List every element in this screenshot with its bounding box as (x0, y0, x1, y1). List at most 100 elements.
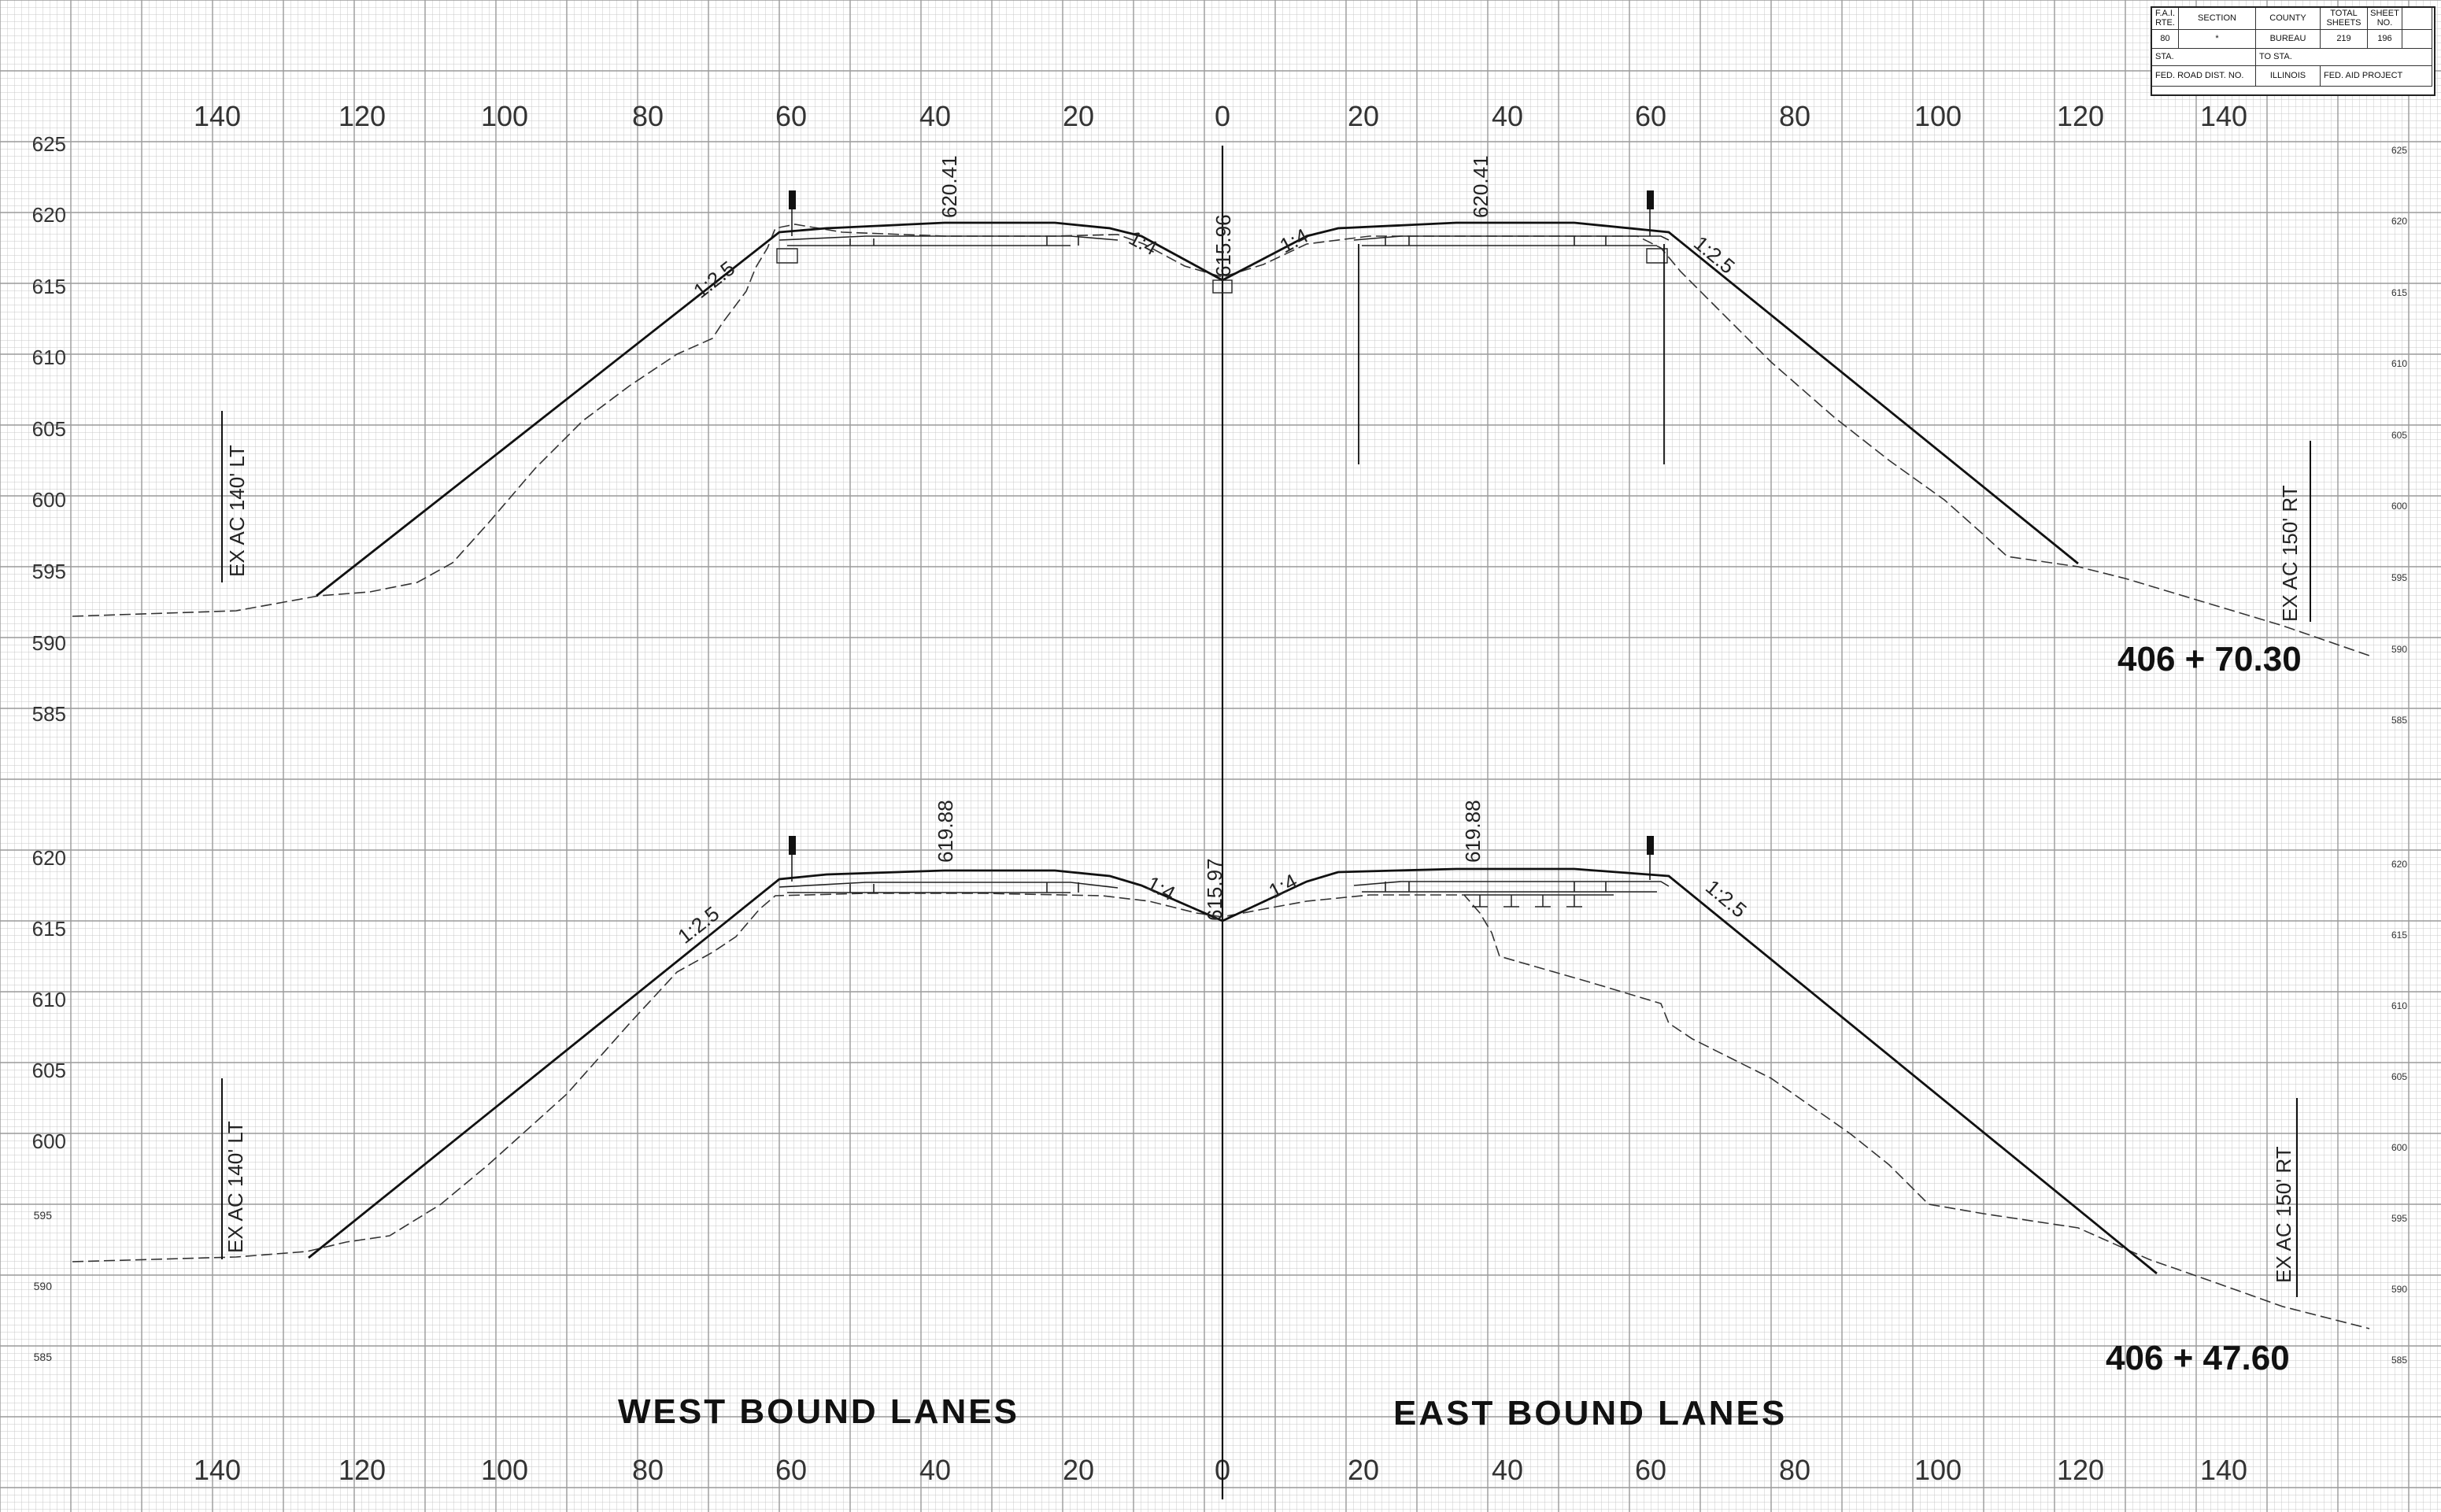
bottom-station-label: 406 + 47.60 (2106, 1339, 2290, 1377)
top-elevation-tick: 625 (32, 132, 66, 156)
bottom-elevation-tick: 590 (34, 1280, 53, 1292)
bottom-offset-tick: 80 (1779, 1454, 1810, 1486)
to-sta-field: TO STA. (2256, 49, 2432, 66)
bottom-right-elevation-tick: 620 (2391, 859, 2407, 870)
bottom-offset-tick: 140 (194, 1454, 241, 1486)
westbound-lanes-label: WEST BOUND LANES (618, 1392, 1019, 1431)
bottom-right-elevation-tick: 605 (2391, 1071, 2407, 1082)
top-right-elevation-tick: 585 (2391, 715, 2407, 726)
top-offset-tick: 20 (1063, 100, 1094, 132)
bottom-proposed-section (308, 867, 2158, 1275)
top-offset-tick: 60 (775, 100, 807, 132)
top-right-limit-label: EX AC 150' RT (2278, 485, 2302, 622)
total-sheets-header: TOTAL SHEETS (2321, 8, 2368, 30)
top-offset-tick: 140 (2200, 100, 2247, 132)
top-right-edge-box (1646, 248, 1668, 264)
bottom-elevation-tick: 610 (32, 988, 66, 1011)
bottom-elevation-tick: 585 (34, 1351, 53, 1363)
top-offset-tick: 100 (481, 100, 528, 132)
bottom-left-shoulder-elevation: 619.88 (934, 800, 957, 863)
top-elevation-tick: 585 (32, 702, 66, 726)
sta-field: STA. (2152, 49, 2256, 66)
bottom-elevation-tick: 605 (32, 1059, 66, 1082)
bottom-median-elevation: 615.97 (1203, 858, 1226, 921)
bottom-offset-tick: 60 (1635, 1454, 1666, 1486)
top-elevation-tick: 590 (32, 631, 66, 655)
top-left-barrier-post (789, 190, 796, 209)
top-left-limit-label: EX AC 140' LT (225, 445, 249, 577)
top-median-elevation: 615.96 (1211, 214, 1235, 277)
top-right-shoulder-elevation: 620.41 (1469, 155, 1492, 218)
bottom-pavement-left (779, 882, 1119, 893)
top-offset-tick: 40 (919, 100, 951, 132)
top-offset-tick: 80 (1779, 100, 1810, 132)
route-number: 80 (2152, 30, 2179, 49)
bottom-offset-tick: 80 (632, 1454, 664, 1486)
top-offset-tick: 0 (1215, 100, 1230, 132)
top-offset-tick: 100 (1914, 100, 1962, 132)
top-station-label: 406 + 70.30 (2117, 640, 2302, 678)
total-sheets-value: 219 (2321, 30, 2368, 49)
top-elevation-tick: 595 (32, 560, 66, 583)
bottom-elevation-tick: 615 (32, 917, 66, 941)
bottom-offset-tick: 60 (775, 1454, 807, 1486)
top-offset-tick: 40 (1492, 100, 1523, 132)
top-left-edge-box (776, 248, 798, 264)
bottom-offset-scale: 140 120 100 80 60 40 20 0 20 40 60 80 100 120 140 (194, 1454, 2247, 1486)
top-right-elevation-tick: 605 (2391, 430, 2407, 441)
top-pavement-left (779, 235, 1119, 246)
bottom-right-elevation-tick: 585 (2391, 1355, 2407, 1366)
top-offset-tick: 140 (194, 100, 241, 132)
top-right-elevation-tick: 615 (2391, 287, 2407, 298)
sheet-no-header: SHEET NO. (2368, 8, 2402, 30)
top-elevation-tick: 610 (32, 346, 66, 369)
top-elevation-scale-left: 625 620 615 610 605 600 595 590 585 (32, 132, 66, 726)
top-elevation-tick: 600 (32, 488, 66, 512)
bottom-right-elevation-tick: 595 (2391, 1213, 2407, 1224)
bottom-offset-tick: 40 (919, 1454, 951, 1486)
top-right-elevation-tick: 600 (2391, 501, 2407, 512)
bottom-right-barrier-post (1647, 836, 1654, 855)
bottom-elevation-tick: 595 (34, 1209, 53, 1222)
top-right-elevation-tick: 590 (2391, 644, 2407, 655)
section-header: SECTION (2179, 8, 2256, 30)
top-elevation-tick: 620 (32, 203, 66, 227)
bottom-offset-tick: 100 (481, 1454, 528, 1486)
bottom-elevation-scale-left: 620 615 610 605 600 595 590 585 (32, 846, 66, 1363)
top-offset-tick: 120 (2057, 100, 2104, 132)
top-median-box (1212, 279, 1233, 294)
top-left-shoulder-elevation: 620.41 (938, 155, 961, 218)
bottom-right-elevation-tick: 610 (2391, 1000, 2407, 1011)
top-offset-tick: 80 (632, 100, 664, 132)
bottom-right-shoulder-elevation: 619.88 (1461, 800, 1485, 863)
state-field: ILLINOIS (2256, 66, 2321, 87)
bottom-offset-tick: 40 (1492, 1454, 1523, 1486)
bottom-offset-tick: 140 (2200, 1454, 2247, 1486)
bottom-right-limit-label: EX AC 150' RT (2272, 1146, 2295, 1283)
fed-aid-project-field: FED. AID PROJECT (2321, 66, 2432, 87)
top-offset-scale: 140 120 100 80 60 40 20 0 20 40 60 80 100 120 140 (194, 100, 2247, 132)
bottom-elevation-scale-right: 620 615 610 605 600 595 590 585 (2391, 859, 2407, 1366)
bottom-offset-tick: 120 (338, 1454, 386, 1486)
bottom-existing-ground-line (72, 893, 2370, 1329)
top-right-barrier-post (1647, 190, 1654, 209)
bottom-left-barrier-post (789, 836, 796, 855)
bottom-right-elevation-tick: 615 (2391, 930, 2407, 941)
top-pavement-right (1353, 235, 1670, 246)
top-right-elevation-tick: 625 (2391, 145, 2407, 156)
bottom-offset-tick: 120 (2057, 1454, 2104, 1486)
bottom-offset-tick: 20 (1348, 1454, 1379, 1486)
top-elevation-scale-right: 625 620 615 610 605 600 595 590 585 (2391, 145, 2407, 726)
bottom-offset-tick: 20 (1063, 1454, 1094, 1486)
county-value: BUREAU (2256, 30, 2321, 49)
bottom-left-limit-label: EX AC 140' LT (224, 1121, 247, 1253)
bottom-elevation-tick: 600 (32, 1129, 66, 1153)
fed-road-dist-field: FED. ROAD DIST. NO. (2152, 66, 2256, 87)
top-existing-ground-line (72, 224, 2370, 656)
bottom-offset-tick: 100 (1914, 1454, 1962, 1486)
top-offset-tick: 120 (338, 100, 386, 132)
section-value: * (2179, 30, 2256, 49)
